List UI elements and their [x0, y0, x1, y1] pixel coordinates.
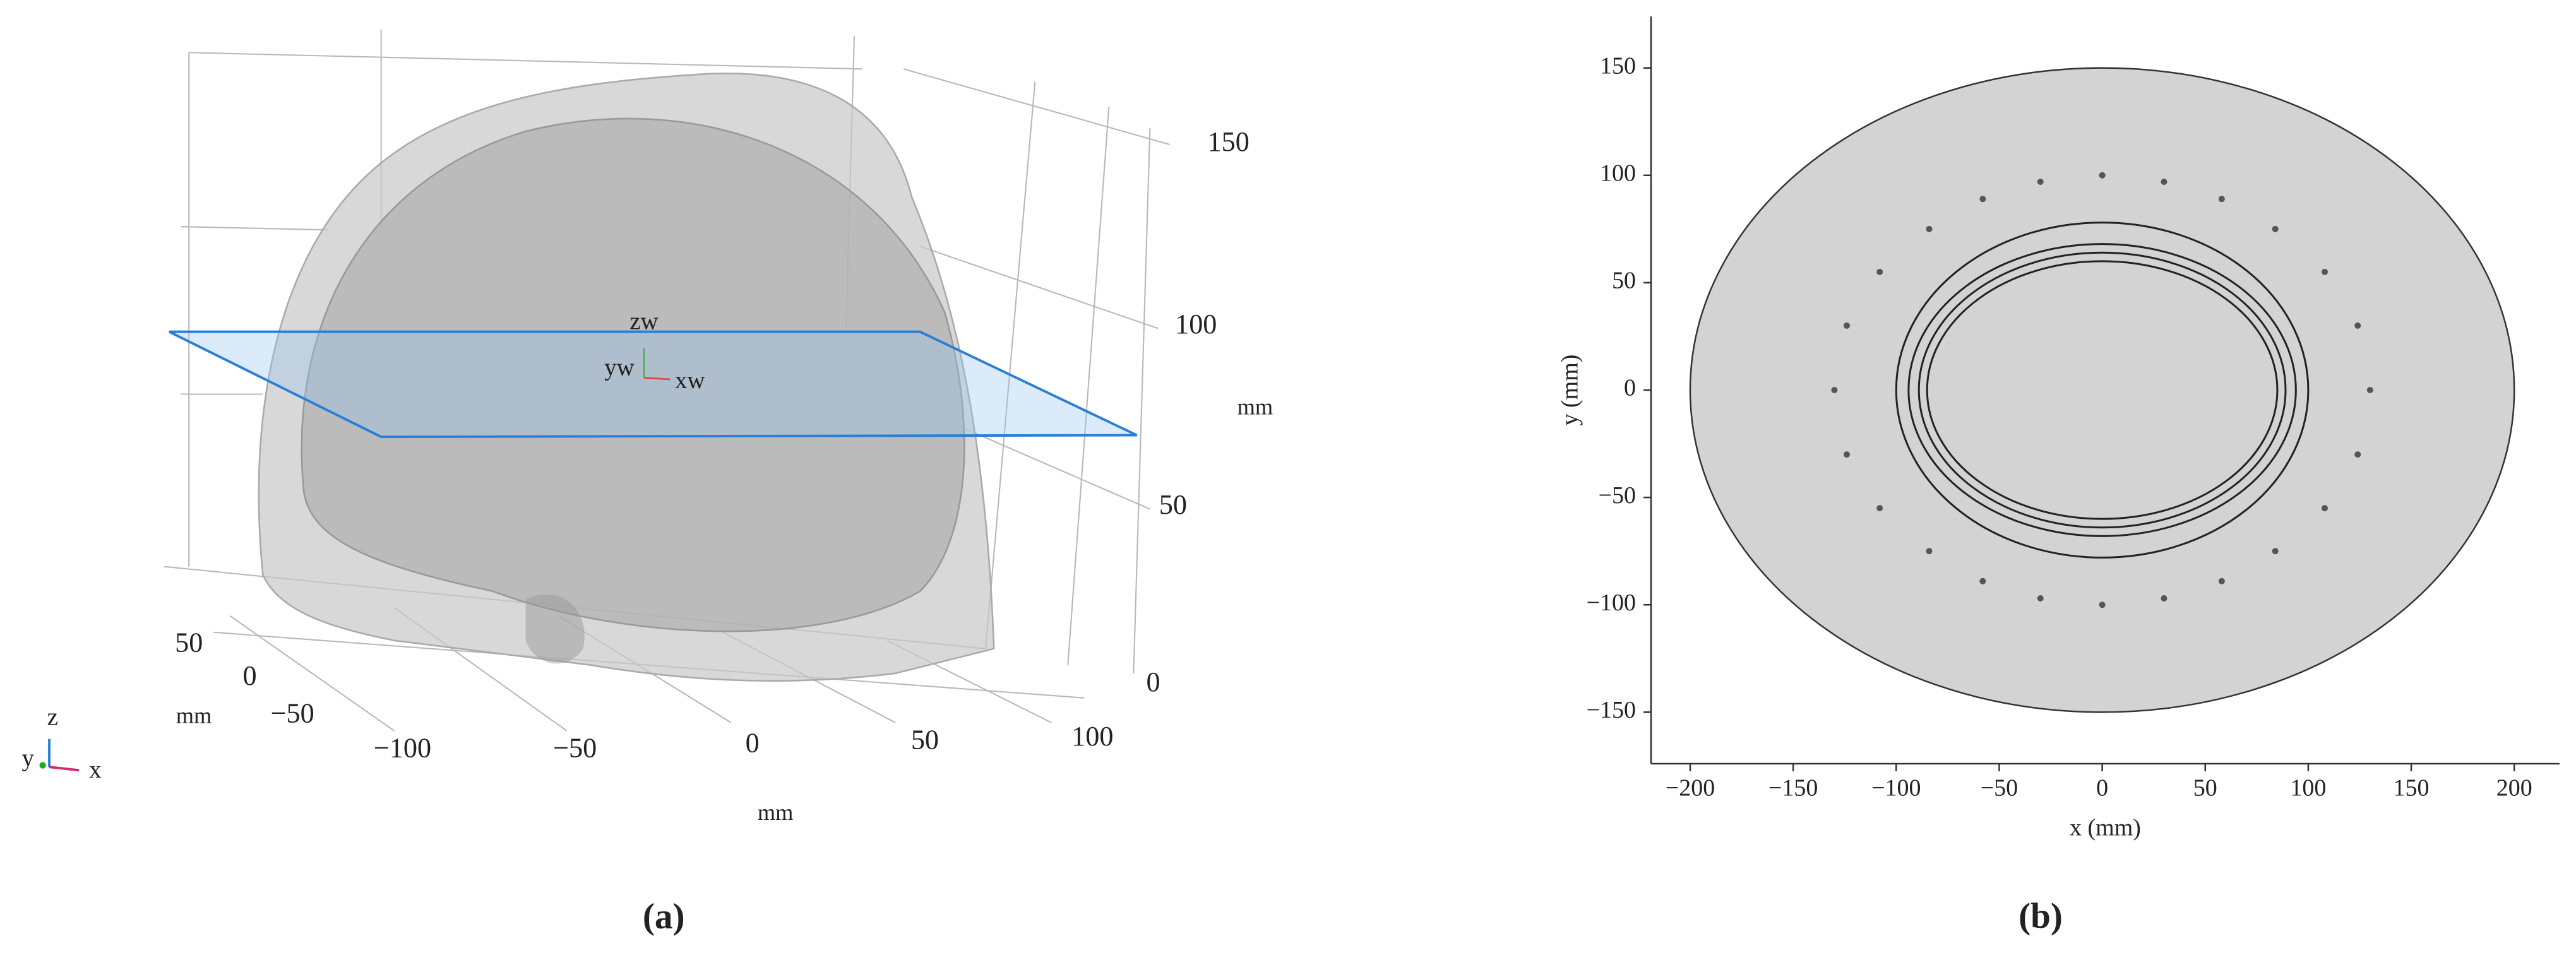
y-tick-label: 0: [242, 660, 256, 691]
y-axis-label: y (mm): [1557, 355, 1583, 426]
y-tick-label: −100: [1587, 590, 1636, 616]
y-tick-label: 0: [1624, 375, 1636, 401]
electrode: [2037, 595, 2044, 602]
panel-a: 150 100 50 0 mm −100 −50 0 50 100 mm 50 …: [21, 29, 1273, 936]
electrode: [2272, 225, 2279, 232]
electrode: [2272, 548, 2279, 555]
frame-label: yw: [604, 353, 635, 381]
triad-origin: [39, 762, 46, 769]
x-tick-label: 0: [2096, 775, 2108, 802]
x-axis-label: x (mm): [2070, 815, 2141, 841]
contour: [1907, 243, 2297, 537]
z-tick-label: 50: [1159, 489, 1187, 520]
electrode: [1843, 322, 1850, 329]
x-tick-label: −200: [1666, 775, 1715, 802]
electrode: [2354, 451, 2361, 458]
frame-label: xw: [675, 367, 705, 394]
z-tick-label: 100: [1175, 309, 1217, 340]
contour: [1895, 222, 2310, 559]
y-tick-label: 50: [175, 627, 203, 658]
electrode: [2218, 578, 2225, 584]
electrode: [2099, 172, 2106, 179]
electrode: [1926, 548, 1933, 555]
x-tick-label: −150: [1768, 775, 1818, 802]
triad-label: y: [21, 745, 34, 772]
x-unit: mm: [758, 800, 794, 825]
y-tick-label: 150: [1600, 52, 1636, 79]
brain-surface: [301, 117, 965, 632]
electrode: [2354, 322, 2361, 329]
axis-labels: 150 100 50 0 mm −100 −50 0 50 100 mm 50 …: [21, 126, 1273, 936]
electrode: [1979, 196, 1986, 203]
contour: [1926, 260, 2279, 520]
electrode: [2366, 387, 2373, 393]
slice-plane: [169, 330, 1138, 439]
electrode: [2322, 268, 2329, 275]
x-tick-label: −50: [553, 732, 597, 763]
y-unit: mm: [176, 702, 212, 728]
electrode: [2161, 178, 2168, 185]
z-tick-label: 0: [1147, 667, 1160, 697]
triad-label: x: [89, 756, 102, 783]
y-tick-label: 50: [1612, 268, 1636, 294]
x-tick-label: −50: [1981, 775, 2018, 802]
electrode: [2161, 595, 2168, 602]
y-tick-label: 100: [1600, 160, 1636, 186]
triad-axis: [49, 766, 80, 772]
electrode: [2322, 505, 2329, 512]
frame-axis: [643, 377, 671, 381]
triad-label: z: [47, 704, 58, 731]
contour: [1917, 251, 2287, 529]
y-tick-label: −150: [1587, 697, 1636, 723]
electrode: [1876, 268, 1883, 275]
x-tick-label: 200: [2496, 775, 2532, 802]
x-tick-label: 50: [911, 724, 939, 755]
domain-boundary: [1689, 67, 2515, 713]
electrode: [1843, 451, 1850, 458]
panel-caption: (a): [643, 896, 685, 936]
electrode: [1831, 387, 1838, 393]
x-tick-label: 50: [2193, 775, 2217, 802]
y-tick-label: −50: [1599, 482, 1636, 509]
x-tick-label: −100: [374, 732, 431, 763]
x-tick-label: 150: [2394, 775, 2430, 802]
frame-label: zw: [629, 308, 659, 335]
x-tick-label: −100: [1871, 775, 1921, 802]
electrode: [2099, 601, 2106, 608]
z-unit: mm: [1237, 394, 1273, 419]
y-tick-label: −50: [271, 698, 314, 729]
electrode: [1926, 225, 1933, 232]
electrode: [2218, 196, 2225, 203]
electrode: [2037, 178, 2044, 185]
x-tick-label: 100: [2290, 775, 2326, 802]
neck-detail: [525, 594, 585, 664]
electrode: [1876, 505, 1883, 512]
panel-caption: (b): [2018, 896, 2063, 936]
electrode: [1979, 578, 1986, 584]
x-tick-label: 100: [1071, 721, 1113, 752]
x-tick-label: 0: [746, 727, 760, 758]
z-tick-label: 150: [1207, 126, 1249, 157]
